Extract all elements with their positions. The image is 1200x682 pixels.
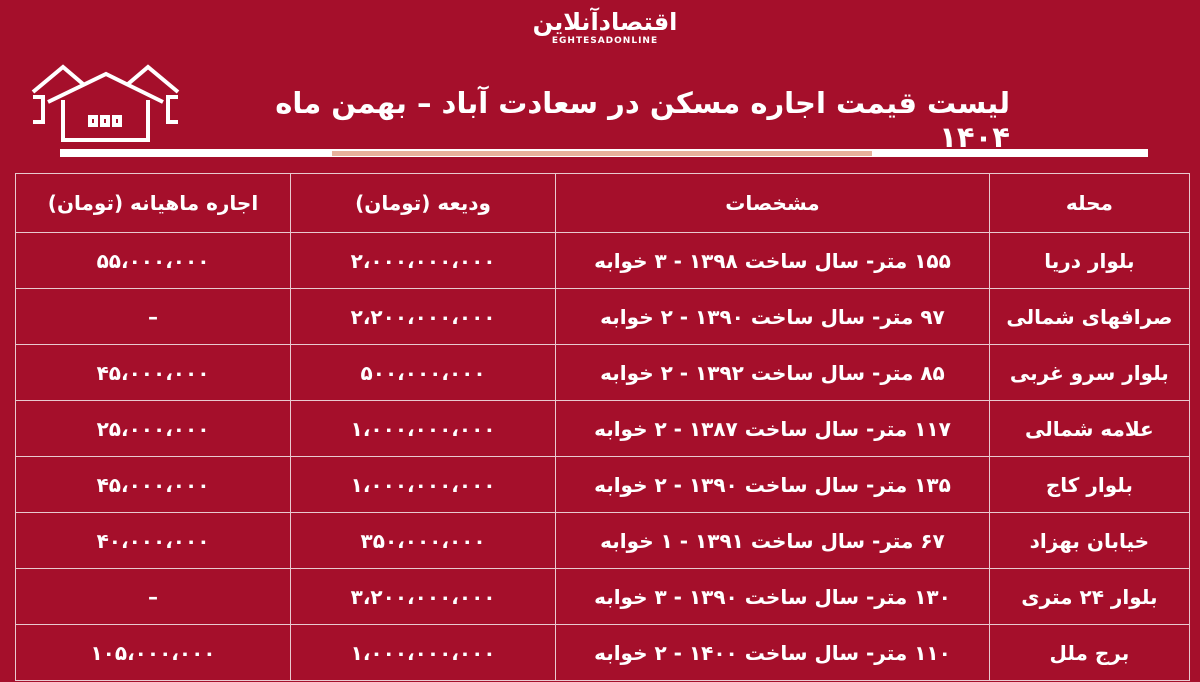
cell-deposit: ۵۰۰،۰۰۰،۰۰۰ [289,344,557,401]
cell-neighborhood: علامه شمالی [988,400,1191,457]
cell-monthly-rent: ۴۵،۰۰۰،۰۰۰ [15,344,291,401]
cell-neighborhood: بلوار سرو غربی [988,344,1191,401]
cell-monthly-rent: ۲۵،۰۰۰،۰۰۰ [15,400,291,457]
title-accent-divider [332,151,872,156]
table-row: خیابان بهزاد ۶۷ متر- سال ساخت ۱۳۹۱ - ۱ خو… [15,512,1191,569]
cell-deposit: ۳،۲۰۰،۰۰۰،۰۰۰ [289,568,557,625]
table-row: بلوار دریا ۱۵۵ متر- سال ساخت ۱۳۹۸ - ۳ خوا… [15,232,1191,289]
cell-deposit: ۱،۰۰۰،۰۰۰،۰۰۰ [289,400,557,457]
page-title: لیست قیمت اجاره مسکن در سعادت آباد – بهم… [275,86,1010,154]
cell-specs: ۸۵ متر- سال ساخت ۱۳۹۲ - ۲ خوابه [555,344,990,401]
cell-specs: ۶۷ متر- سال ساخت ۱۳۹۱ - ۱ خوابه [555,512,990,569]
cell-monthly-rent: ۴۰،۰۰۰،۰۰۰ [15,512,291,569]
cell-deposit: ۳۵۰،۰۰۰،۰۰۰ [289,512,557,569]
table-header-row: محله مشخصات ودیعه (تومان) اجاره ماهیانه … [15,173,1191,233]
header-specs: مشخصات [555,173,990,233]
logo-fa: اقتصادآنلاین [532,8,678,36]
cell-monthly-rent: – [15,568,291,625]
table-row: صرافهای شمالی ۹۷ متر- سال ساخت ۱۳۹۰ - ۲ خ… [15,288,1191,345]
cell-specs: ۱۵۵ متر- سال ساخت ۱۳۹۸ - ۳ خوابه [555,232,990,289]
table-row: بلوار کاج ۱۳۵ متر- سال ساخت ۱۳۹۰ - ۲ خواب… [15,456,1191,513]
cell-specs: ۹۷ متر- سال ساخت ۱۳۹۰ - ۲ خوابه [555,288,990,345]
cell-neighborhood: برج ملل [988,624,1191,681]
logo-en: EGHTESADONLINE [551,36,659,46]
table-row: بلوار سرو غربی ۸۵ متر- سال ساخت ۱۳۹۲ - ۲ … [15,344,1191,401]
cell-monthly-rent: ۱۰۵،۰۰۰،۰۰۰ [15,624,291,681]
cell-neighborhood: صرافهای شمالی [988,288,1191,345]
cell-specs: ۱۱۰ متر- سال ساخت ۱۴۰۰ - ۲ خوابه [555,624,990,681]
cell-deposit: ۲،۰۰۰،۰۰۰،۰۰۰ [289,232,557,289]
cell-deposit: ۱،۰۰۰،۰۰۰،۰۰۰ [289,456,557,513]
header-neighborhood: محله [988,173,1191,233]
cell-deposit: ۱،۰۰۰،۰۰۰،۰۰۰ [289,624,557,681]
cell-specs: ۱۱۷ متر- سال ساخت ۱۳۸۷ - ۲ خوابه [555,400,990,457]
logo: اقتصادآنلاین EGHTESADONLINE [520,8,690,46]
house-icon [31,64,180,142]
header-monthly-rent: اجاره ماهیانه (تومان) [15,173,291,233]
header-deposit: ودیعه (تومان) [289,173,557,233]
cell-neighborhood: خیابان بهزاد [988,512,1191,569]
cell-neighborhood: بلوار دریا [988,232,1191,289]
cell-monthly-rent: – [15,288,291,345]
cell-neighborhood: بلوار کاج [988,456,1191,513]
table-row: بلوار ۲۴ متری ۱۳۰ متر- سال ساخت ۱۳۹۰ - ۳ … [15,568,1191,625]
cell-monthly-rent: ۴۵،۰۰۰،۰۰۰ [15,456,291,513]
cell-deposit: ۲،۲۰۰،۰۰۰،۰۰۰ [289,288,557,345]
table-row: برج ملل ۱۱۰ متر- سال ساخت ۱۴۰۰ - ۲ خوابه ۱… [15,624,1191,681]
cell-specs: ۱۳۵ متر- سال ساخت ۱۳۹۰ - ۲ خوابه [555,456,990,513]
cell-monthly-rent: ۵۵،۰۰۰،۰۰۰ [15,232,291,289]
table-row: علامه شمالی ۱۱۷ متر- سال ساخت ۱۳۸۷ - ۲ خو… [15,400,1191,457]
cell-specs: ۱۳۰ متر- سال ساخت ۱۳۹۰ - ۳ خوابه [555,568,990,625]
rent-price-table: محله مشخصات ودیعه (تومان) اجاره ماهیانه … [15,173,1191,681]
cell-neighborhood: بلوار ۲۴ متری [988,568,1191,625]
